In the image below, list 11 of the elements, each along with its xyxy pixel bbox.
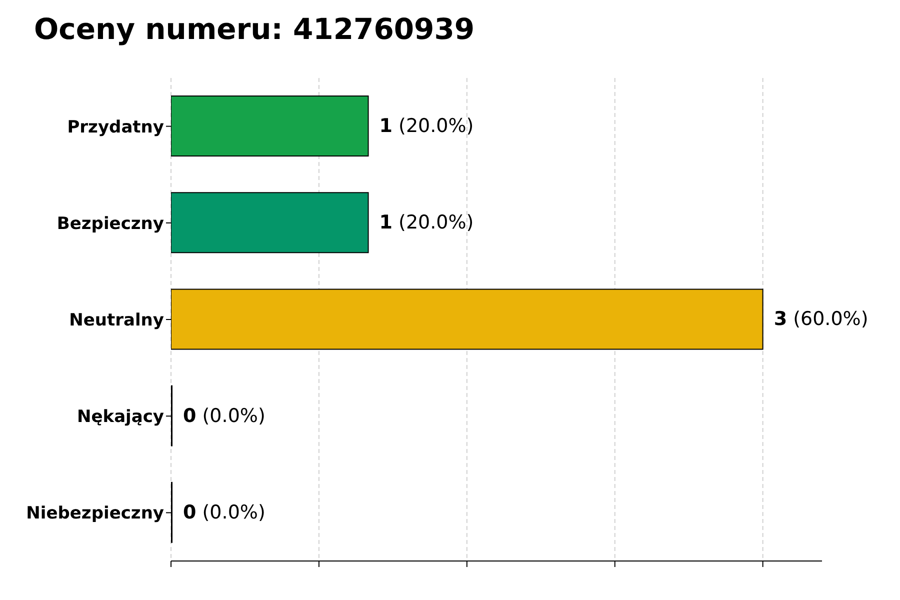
y-tick-label: Nękający	[77, 407, 164, 428]
data-label: 0 (0.0%)	[183, 404, 266, 427]
y-tick-label: Bezpieczny	[56, 214, 164, 234]
chart-title: Oceny numeru: 412760939	[34, 12, 475, 46]
y-tick-label: Niebezpieczny	[26, 504, 164, 524]
data-label: 1 (20.0%)	[379, 212, 474, 234]
data-label: 1 (20.0%)	[379, 115, 474, 137]
data-label: 3 (60.0%)	[774, 308, 868, 330]
data-label: 0 (0.0%)	[183, 501, 266, 524]
y-tick-label: Neutralny	[69, 310, 164, 331]
y-tick-label: Przydatny	[67, 117, 164, 138]
